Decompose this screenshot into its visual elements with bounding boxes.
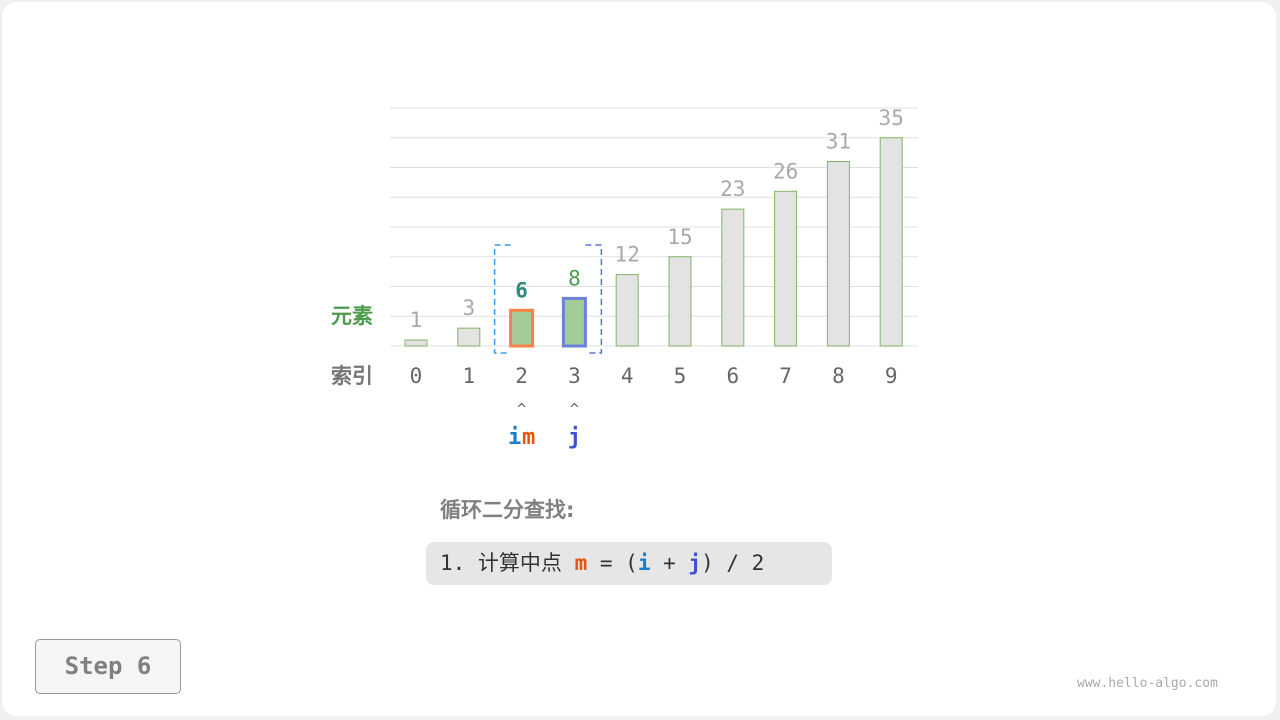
index-label: 0 [410,364,423,388]
var-i: i [637,551,651,575]
index-label: 4 [621,364,634,388]
row-label-element: 元素 [331,304,373,328]
bar [457,327,481,347]
value-label: 31 [826,130,851,154]
value-label: 3 [462,296,475,320]
index-label: 5 [674,364,687,388]
pointer-m: m [522,425,535,450]
value-label: 6 [515,278,528,302]
pointer-arrow-icon: ^ [569,402,580,417]
index-label: 7 [779,364,792,388]
value-label: 15 [667,225,692,249]
var-m: m [574,551,588,575]
step-description: 1. 计算中点 m = (i + j) / 2 [426,542,832,585]
value-label: 26 [773,159,798,183]
pointer-arrow-icon: ^ [516,402,527,417]
value-label: 23 [720,177,745,201]
bar [509,308,535,348]
bar [668,256,692,347]
row-label-index: 索引 [331,364,373,388]
watermark: www.hello-algo.com [1077,676,1218,691]
step-button[interactable]: Step 6 [35,639,181,694]
index-label: 8 [832,364,845,388]
bar [561,296,587,348]
index-label: 6 [726,364,739,388]
index-label: 3 [568,364,581,388]
interval-left-bracket [493,244,511,354]
step-text: 1. 计算中点 [440,551,575,575]
bar [826,161,850,347]
bar [721,208,745,347]
algorithm-title: 循环二分查找: [440,498,575,522]
value-label: 8 [568,266,581,290]
value-label: 35 [879,106,904,130]
bar [404,339,428,347]
var-j: j [688,551,702,575]
interval-right-bracket [585,244,603,354]
index-label: 1 [462,364,475,388]
pointer-i: i [508,425,521,450]
bar [774,190,798,347]
step-text: = ( [587,551,638,575]
bar [879,137,903,347]
bar [615,274,639,347]
value-label: 1 [410,308,423,332]
value-label: 12 [615,243,640,267]
step-text: + [650,551,689,575]
pointer-j: j [568,425,581,450]
step-text: ) / 2 [701,551,765,575]
index-label: 2 [515,364,528,388]
index-label: 9 [885,364,898,388]
